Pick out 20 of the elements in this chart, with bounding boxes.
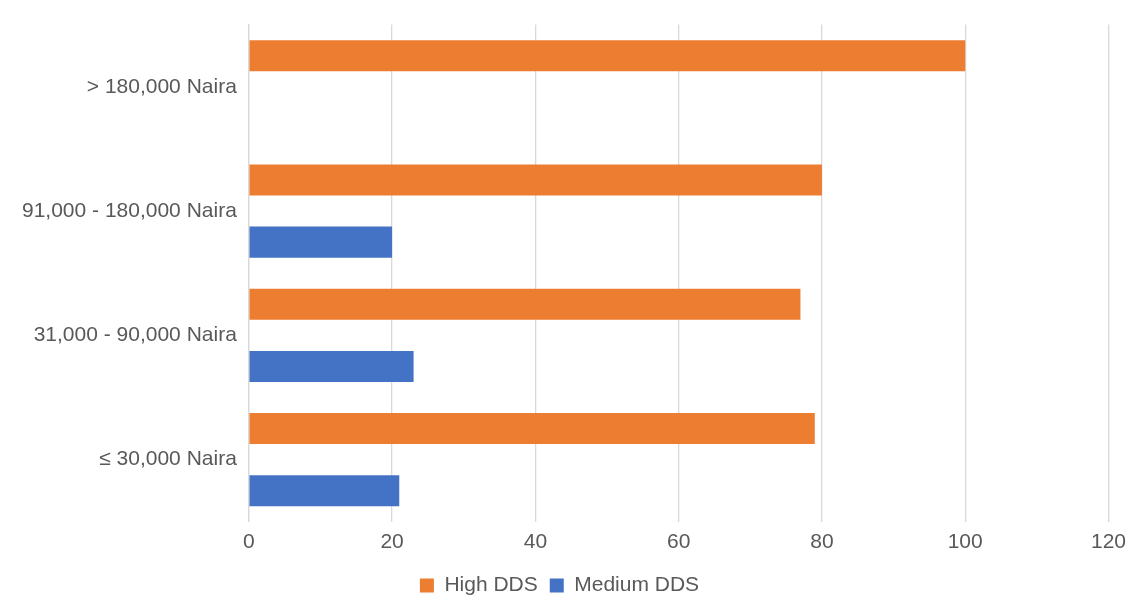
- x-tick-label: 100: [947, 529, 983, 553]
- bar: [249, 40, 966, 72]
- bar: [249, 164, 822, 196]
- y-tick-label: ≤ 30,000 Naira: [99, 446, 238, 470]
- x-tick-label: 40: [523, 529, 548, 553]
- bar: [249, 413, 815, 445]
- y-tick-label: 91,000 - 180,000 Naira: [21, 197, 238, 221]
- x-tick-label: 120: [1090, 529, 1126, 553]
- x-tick-label: 0: [242, 529, 255, 553]
- legend-label: High DDS: [444, 572, 538, 596]
- x-tick-label: 80: [810, 529, 834, 553]
- y-tick-label: > 180,000 Naira: [86, 73, 238, 97]
- bar: [249, 288, 801, 320]
- x-tick-label: 20: [380, 529, 404, 553]
- legend-label: Medium DDS: [574, 572, 700, 596]
- y-tick-label: 31,000 - 90,000 Naira: [33, 322, 238, 346]
- bar: [249, 350, 414, 382]
- bar: [249, 226, 393, 258]
- x-tick-label: 60: [666, 529, 691, 553]
- bar: [249, 475, 400, 507]
